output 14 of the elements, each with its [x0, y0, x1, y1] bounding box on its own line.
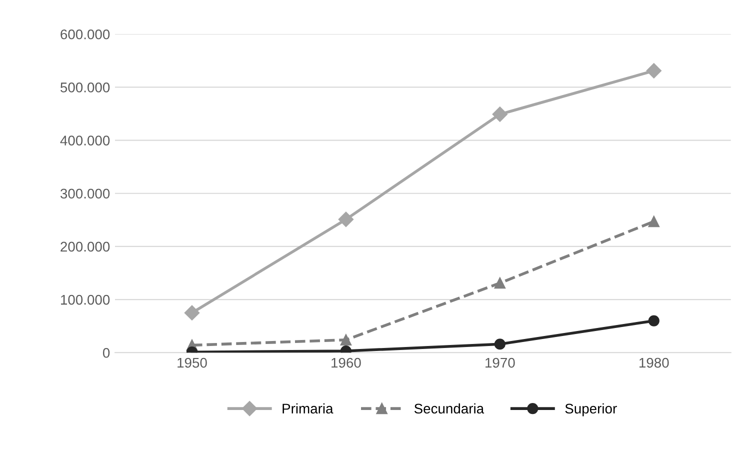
y-tick-label: 600.000 — [60, 29, 110, 40]
y-tick-label: 200.000 — [60, 242, 110, 252]
legend-label: Secundaria — [414, 403, 484, 414]
legend-label: Superior — [565, 403, 617, 416]
x-tick-label: 1960 — [332, 358, 361, 368]
y-tick-label: 300.000 — [60, 188, 110, 199]
y-tick-label: 400.000 — [60, 136, 110, 146]
x-tick-label: 1970 — [486, 358, 515, 368]
x-tick-label: 1980 — [640, 358, 669, 368]
x-tick-label: 1950 — [178, 358, 207, 368]
y-tick-label: 500.000 — [60, 82, 110, 92]
legend-label: Primaria — [282, 403, 334, 414]
y-tick-label: 0 — [102, 348, 110, 358]
y-tick-label: 100.000 — [61, 294, 110, 305]
